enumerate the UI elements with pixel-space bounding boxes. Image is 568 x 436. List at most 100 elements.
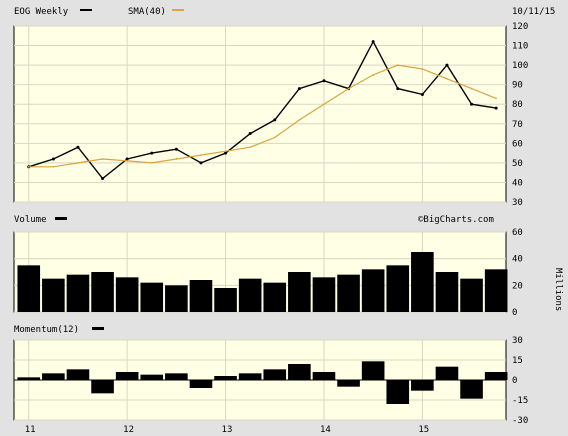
momentum-bar — [140, 374, 164, 380]
volume-bar — [361, 269, 385, 312]
sma-40-point — [101, 158, 104, 160]
eog-weekly-point — [420, 92, 424, 96]
momentum-bar — [484, 372, 508, 380]
volume-bar — [42, 278, 65, 312]
eog-weekly-point — [445, 63, 449, 67]
sma-40-point — [249, 146, 251, 149]
eog-weekly-point — [371, 40, 375, 44]
volume-bar — [484, 269, 508, 312]
volume-y-ticks: 60 40 20 0 — [512, 228, 523, 318]
volume-legend-swatch — [55, 217, 67, 220]
volume-title: Volume — [14, 215, 47, 225]
momentum-bar — [312, 372, 336, 380]
price-y-ticks: 120 110 100 90 80 70 60 50 40 30 — [512, 22, 528, 208]
price-y-tick-label: 80 — [512, 100, 523, 110]
momentum-bar — [165, 373, 188, 380]
eog-weekly-point — [125, 157, 129, 161]
momentum-legend-swatch — [92, 327, 104, 330]
volume-panel: Volume ©BigCharts.com 60 40 20 0 Millions — [13, 215, 563, 318]
price-grid — [14, 25, 506, 203]
volume-bar — [337, 274, 360, 312]
momentum-bar — [460, 380, 483, 399]
momentum-bar — [66, 369, 90, 380]
x-axis-labels: 11 12 13 14 15 — [25, 425, 429, 435]
momentum-bar — [189, 380, 213, 388]
chart-date: 10/11/15 — [512, 7, 555, 17]
momentum-bar — [42, 373, 65, 380]
x-tick-label: 15 — [418, 425, 429, 435]
volume-y-tick-label: 20 — [512, 281, 523, 291]
eog-weekly-point — [470, 102, 474, 106]
momentum-y-tick-label: 30 — [512, 336, 523, 346]
eog-weekly-point — [199, 161, 203, 165]
watermark: ©BigCharts.com — [418, 215, 494, 225]
momentum-bar — [115, 372, 139, 380]
volume-bar — [189, 280, 213, 312]
momentum-y-tick-label: 0 — [512, 376, 517, 386]
eog-weekly-point — [76, 145, 80, 149]
volume-bar — [238, 278, 262, 312]
volume-bar — [435, 272, 459, 312]
momentum-bar — [238, 373, 262, 380]
sma-40-point — [52, 166, 55, 168]
x-tick-label: 12 — [123, 425, 134, 435]
eog-weekly-point — [494, 106, 498, 110]
momentum-title: Momentum(12) — [14, 325, 79, 335]
volume-bar — [411, 252, 434, 312]
price-y-tick-label: 110 — [512, 42, 528, 52]
momentum-bar — [17, 377, 41, 380]
eog-weekly-point — [396, 87, 400, 91]
momentum-panel: Momentum(12) 30 15 0 -15 -30 — [13, 325, 528, 426]
sma-40-point — [298, 119, 301, 121]
volume-series — [17, 252, 508, 312]
momentum-y-tick-label: -30 — [512, 416, 528, 426]
eog-weekly-point — [248, 132, 252, 136]
sma-40-point — [150, 162, 153, 164]
price-line-eog-weekly — [28, 40, 497, 180]
price-plot-area — [13, 25, 507, 203]
price-title: EOG Weekly — [14, 7, 69, 17]
eog-weekly-point — [224, 151, 228, 155]
eog-weekly-point — [150, 151, 154, 155]
momentum-bar — [411, 380, 434, 391]
momentum-bar — [386, 380, 410, 404]
momentum-bar — [214, 376, 237, 380]
momentum-y-tick-label: -15 — [512, 396, 528, 406]
sma-40-point — [175, 158, 178, 160]
momentum-bar — [337, 380, 360, 387]
sma-40-point — [446, 78, 448, 80]
volume-bar — [312, 277, 336, 312]
volume-bar — [386, 265, 410, 312]
sma-40-point — [77, 162, 79, 164]
volume-y-tick-label: 60 — [512, 228, 523, 238]
price-line-sma-40 — [28, 64, 497, 168]
price-y-tick-label: 60 — [512, 139, 523, 149]
volume-bar — [91, 272, 114, 312]
volume-bar — [263, 282, 287, 312]
price-y-tick-label: 120 — [512, 22, 528, 32]
price-y-tick-label: 70 — [512, 120, 523, 130]
eog-weekly-point — [174, 147, 178, 151]
sma-legend-label: SMA(40) — [128, 7, 166, 17]
price-series — [27, 40, 498, 181]
sma-40-point — [273, 136, 276, 139]
price-y-tick-label: 40 — [512, 178, 523, 188]
sma-40-point — [200, 154, 202, 156]
sma-40-point — [347, 87, 350, 90]
volume-y-tick-label: 40 — [512, 255, 523, 265]
momentum-series — [14, 361, 508, 404]
volume-bar — [460, 278, 483, 312]
momentum-bar — [263, 369, 287, 380]
price-legend-swatch — [80, 9, 92, 11]
momentum-y-ticks: 30 15 0 -15 -30 — [512, 336, 528, 426]
price-panel: EOG Weekly SMA(40) 10/11/15 120 110 100 90 8… — [13, 7, 555, 208]
volume-bar — [140, 282, 164, 312]
x-tick-label: 13 — [222, 425, 233, 435]
eog-weekly-point — [273, 118, 277, 122]
sma-40-point — [495, 97, 497, 100]
price-y-tick-label: 50 — [512, 159, 523, 169]
volume-bar — [165, 285, 188, 312]
eog-weekly-point — [101, 177, 105, 181]
momentum-bar — [288, 364, 311, 380]
sma-40-point — [396, 64, 399, 66]
